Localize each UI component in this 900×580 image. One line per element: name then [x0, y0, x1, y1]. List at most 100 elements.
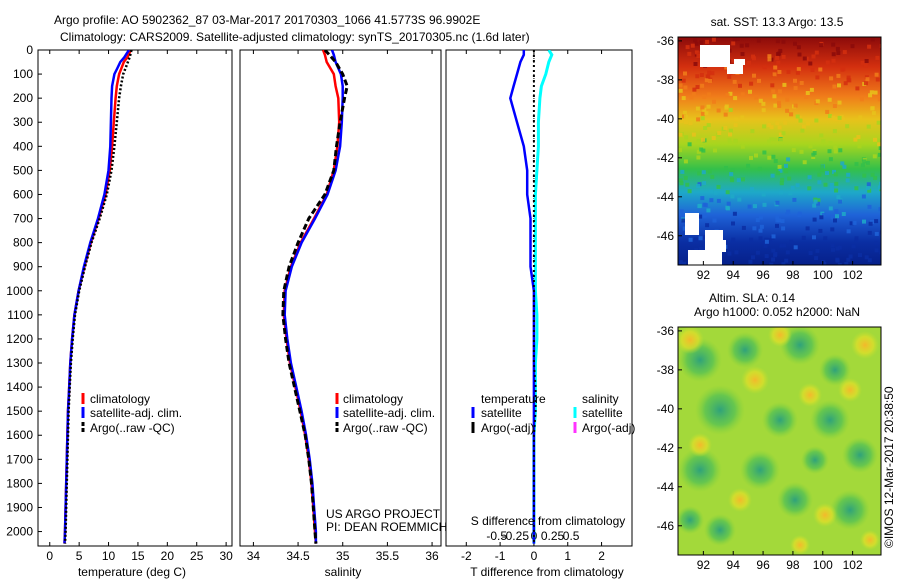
sst-pixel — [681, 96, 686, 101]
sst-pixel — [700, 111, 705, 116]
legend-label-climatology: climatology — [90, 392, 150, 406]
sst-pixel — [678, 88, 683, 93]
sst-pixel — [830, 243, 835, 248]
sst-pixel — [780, 219, 785, 223]
sst-pixel — [878, 207, 881, 212]
sst-pixel — [778, 138, 783, 142]
sst-pixel — [866, 124, 871, 129]
sst-pixel — [730, 178, 735, 183]
sst-pixel — [874, 219, 879, 224]
difference-legend: temperature satellite Argo(-adj) salinit… — [471, 392, 635, 435]
sst-pixel — [679, 209, 684, 214]
sst-pixel — [805, 226, 810, 231]
depth-tick-label: 1400 — [6, 380, 33, 394]
sst-pixel — [828, 157, 833, 162]
sst-pixel — [777, 100, 781, 105]
sst-pixel — [707, 169, 712, 174]
sst-pixel — [724, 65, 729, 70]
sla-high-blob — [860, 530, 880, 550]
sst-pixel — [776, 60, 781, 65]
sst-pixel — [815, 248, 820, 253]
sst-pixel — [877, 152, 881, 157]
sst-pixel — [869, 90, 874, 95]
sst-pixel — [878, 138, 881, 143]
map-x-tick-label: 96 — [756, 268, 770, 282]
difference-x-ticks: -2 -1 0 1 2-0.5-0.25 0 0.250.5 — [461, 50, 605, 563]
sst-pixel — [856, 135, 861, 139]
top-tick-label: -0.25 — [502, 529, 530, 543]
sla-high-blob — [798, 383, 822, 407]
legend-label-argo: Argo(..raw -QC) — [343, 421, 428, 435]
sst-pixel — [807, 186, 812, 191]
salinity-legend: climatology satellite-adj. clim. Argo(..… — [335, 392, 435, 435]
sst-pixel — [777, 164, 782, 169]
sst-pixel — [687, 189, 692, 194]
sst-pixel — [678, 132, 683, 137]
x-tick-label: 35 — [336, 549, 350, 563]
sst-pixel — [800, 128, 805, 133]
sst-pixel — [694, 50, 699, 55]
sst-pixel — [837, 263, 842, 265]
x-tick-label: -2 — [461, 549, 472, 563]
sla-low-blob — [695, 385, 745, 435]
sst-pixel — [785, 108, 790, 113]
sst-pixel — [827, 149, 832, 154]
sst-pixel — [769, 262, 774, 265]
sst-pixel — [697, 171, 702, 176]
sst-pixel — [688, 237, 693, 242]
sst-pixel — [710, 71, 715, 76]
sst-pixel — [821, 213, 826, 217]
sst-pixel — [728, 141, 733, 145]
x-tick-label: 36 — [425, 549, 439, 563]
sst-pixel — [695, 74, 700, 79]
sst-pixel — [784, 258, 789, 263]
sst-pixel — [797, 213, 802, 217]
sst-pixel — [844, 262, 849, 265]
sst-pixel — [706, 104, 711, 109]
sst-pixel — [748, 259, 753, 264]
sst-map-ticks: 92 94 96 98 100 102 -36 -38 -40 -42 -44 -46 — [657, 34, 863, 282]
sst-pixel — [771, 248, 776, 253]
sst-pixel — [733, 96, 738, 101]
sst-pixel — [772, 72, 777, 77]
cloud-mask — [700, 45, 730, 67]
sst-pixel — [816, 201, 820, 206]
sst-pixel — [830, 227, 835, 232]
sst-pixel — [701, 137, 706, 142]
sst-pixel — [764, 239, 769, 244]
x-tick-label: 0 — [46, 549, 53, 563]
salinity-lines — [281, 50, 349, 544]
sst-pixel — [757, 78, 761, 83]
sst-pixel — [867, 204, 872, 209]
sla-high-blob — [790, 535, 810, 555]
sst-pixel — [792, 197, 797, 202]
sst-pixel — [786, 157, 791, 162]
sst-pixel — [833, 145, 838, 150]
sst-pixel — [725, 93, 730, 98]
sst-pixel — [819, 168, 824, 173]
sst-pixel — [833, 149, 838, 154]
sst-pixel — [862, 159, 867, 164]
sst-pixel — [781, 262, 786, 265]
sst-pixel — [779, 243, 784, 248]
sla-low-blob — [678, 448, 722, 492]
sst-pixel — [833, 218, 837, 223]
sst-pixel — [867, 258, 872, 263]
sst-pixel — [847, 78, 852, 83]
sst-pixel — [846, 257, 851, 262]
sst-pixel — [758, 98, 763, 103]
sst-pixel — [870, 172, 875, 177]
sst-pixel — [749, 81, 754, 86]
sst-pixel — [757, 166, 762, 171]
sst-pixel — [724, 166, 728, 170]
sst-pixel — [754, 95, 759, 100]
sst-pixel — [740, 52, 745, 56]
sst-pixel — [843, 81, 848, 86]
sst-pixel — [685, 45, 690, 50]
sst-pixel — [811, 155, 816, 159]
sst-pixel — [698, 236, 703, 241]
sst-pixel — [775, 55, 780, 60]
sst-pixel — [758, 228, 763, 233]
sst-pixel — [783, 120, 788, 125]
sst-pixel — [827, 97, 832, 102]
